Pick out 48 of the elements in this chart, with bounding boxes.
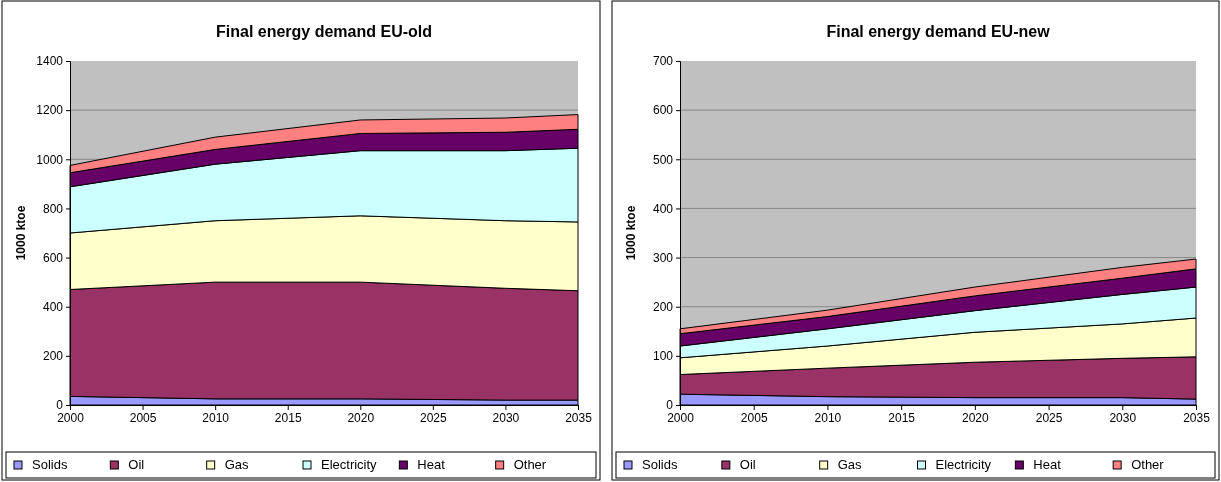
x-tick-label: 2005 <box>740 410 768 425</box>
legend-label: Heat <box>417 457 446 472</box>
y-tick-label: 200 <box>42 349 64 364</box>
legend-label: Electricity <box>935 457 992 472</box>
y-tick-label: 600 <box>652 103 674 118</box>
y-tick-label: 700 <box>652 54 674 69</box>
legend-label: Other <box>1131 457 1165 472</box>
legend-label: Oil <box>128 457 145 472</box>
y-tick-label: 0 <box>56 398 64 413</box>
x-tick-label: 2030 <box>492 410 520 425</box>
x-tick-label: 2015 <box>274 410 302 425</box>
x-tick-label: 2035 <box>565 410 593 425</box>
legend-label: Solids <box>642 457 678 472</box>
y-tick-label: 400 <box>652 201 674 216</box>
y-tick-label: 1400 <box>36 54 64 69</box>
x-tick-label: 2030 <box>1109 410 1137 425</box>
x-tick-label: 2025 <box>1035 410 1063 425</box>
y-tick-label: 500 <box>652 152 674 167</box>
y-tick-label: 200 <box>652 300 674 315</box>
y-tick-label: 600 <box>42 250 64 265</box>
y-tick-label: 300 <box>652 250 674 265</box>
y-tick-label: 400 <box>42 300 64 315</box>
legend-label: Electricity <box>321 457 378 472</box>
x-tick-label: 2000 <box>57 410 85 425</box>
y-tick-label: 100 <box>652 349 674 364</box>
y-tick-label: 1000 <box>36 152 64 167</box>
x-tick-label: 2005 <box>129 410 157 425</box>
legend-label: Other <box>513 457 547 472</box>
x-tick-label: 2035 <box>1183 410 1211 425</box>
y-tick-label: 1200 <box>36 103 64 118</box>
legend-label: Gas <box>837 457 863 472</box>
x-tick-label: 2015 <box>888 410 916 425</box>
x-tick-label: 2020 <box>962 410 990 425</box>
legend-label: Oil <box>739 457 756 472</box>
x-tick-label: 2020 <box>347 410 375 425</box>
x-tick-label: 2000 <box>667 410 695 425</box>
x-tick-label: 2010 <box>202 410 230 425</box>
chart-title: Final energy demand EU-new <box>826 23 1051 40</box>
chart-title: Final energy demand EU-old <box>215 23 433 40</box>
y-axis-title: 1000 ktoe <box>14 205 28 261</box>
y-axis-title: 1000 ktoe <box>624 205 638 261</box>
legend-label: Solids <box>32 457 68 472</box>
legend-label: Gas <box>224 457 250 472</box>
legend-label: Heat <box>1033 457 1062 472</box>
y-tick-label: 0 <box>666 398 674 413</box>
x-tick-label: 2010 <box>814 410 842 425</box>
y-tick-label: 800 <box>42 201 64 216</box>
x-tick-label: 2025 <box>420 410 448 425</box>
